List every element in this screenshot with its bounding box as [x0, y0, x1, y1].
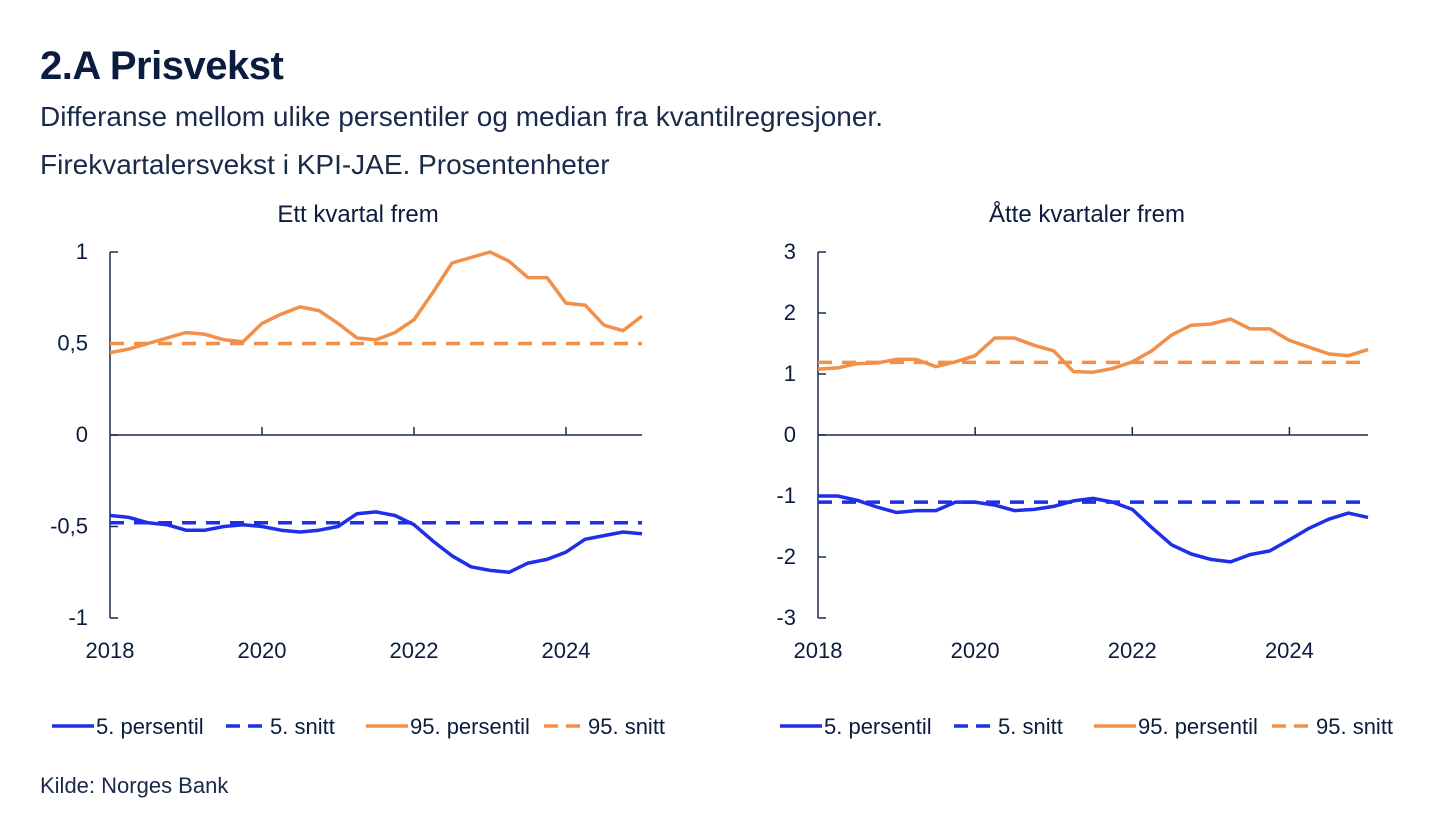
y-tick-label: 0: [76, 422, 88, 447]
y-tick-label: 2: [784, 300, 796, 325]
legend-label: 95. persentil: [1138, 714, 1258, 739]
x-tick-label: 2020: [238, 638, 287, 663]
chart-unit-note: Firekvartalersvekst i KPI-JAE. Prosenten…: [40, 149, 610, 180]
x-tick-label: 2024: [1265, 638, 1314, 663]
panel-title: Åtte kvartaler frem: [989, 200, 1185, 228]
legend-label: 95. persentil: [410, 714, 530, 739]
series-line-5-persentil: [818, 494, 1369, 564]
source-note: Kilde: Norges Bank: [40, 773, 229, 798]
chart-subtitle: Differanse mellom ulike persentiler og m…: [40, 101, 883, 132]
legend: 5. persentil 5. snitt 95. persentil 95. sni…: [780, 714, 1393, 739]
legend: 5. persentil 5. snitt 95. persentil 95. sni…: [52, 714, 665, 739]
y-tick-label: -3: [776, 605, 796, 630]
x-tick-label: 2022: [1108, 638, 1157, 663]
y-tick-label: -0,5: [50, 514, 88, 539]
page-title: 2.A Prisvekst: [40, 44, 284, 88]
series-line-95-persentil: [817, 317, 1369, 374]
legend-label: 5. persentil: [824, 714, 932, 739]
x-tick-label: 2024: [542, 638, 591, 663]
x-tick-label: 2020: [951, 638, 1000, 663]
chart-panel-2: Åtte kvartaler frem 3 2 1 0 -1 -2 -3 2018 2020 202…: [776, 200, 1393, 739]
y-tick-label: -1: [776, 483, 796, 508]
legend-label: 5. snitt: [998, 714, 1063, 739]
legend-label: 5. persentil: [96, 714, 204, 739]
series-line-5-persentil: [109, 510, 643, 575]
panel-title: Ett kvartal frem: [277, 201, 438, 228]
x-tick-label: 2022: [390, 638, 439, 663]
y-tick-label: 1: [784, 361, 796, 386]
x-tick-label: 2018: [794, 638, 843, 663]
series-line-95-persentil: [109, 250, 644, 355]
y-tick-label: -1: [68, 605, 88, 630]
y-tick-label: 0,5: [57, 331, 88, 356]
x-tick-label: 2018: [86, 638, 135, 663]
legend-label: 95. snitt: [1316, 714, 1393, 739]
y-tick-label: 0: [784, 422, 796, 447]
legend-label: 5. snitt: [270, 714, 335, 739]
chart-panel-1: Ett kvartal frem 1 0,5 0 -0,5 -1 2018 2020 2022 2…: [50, 201, 665, 739]
legend-label: 95. snitt: [588, 714, 665, 739]
y-tick-label: -2: [776, 544, 796, 569]
y-tick-label: 1: [76, 239, 88, 264]
y-tick-label: 3: [784, 239, 796, 264]
